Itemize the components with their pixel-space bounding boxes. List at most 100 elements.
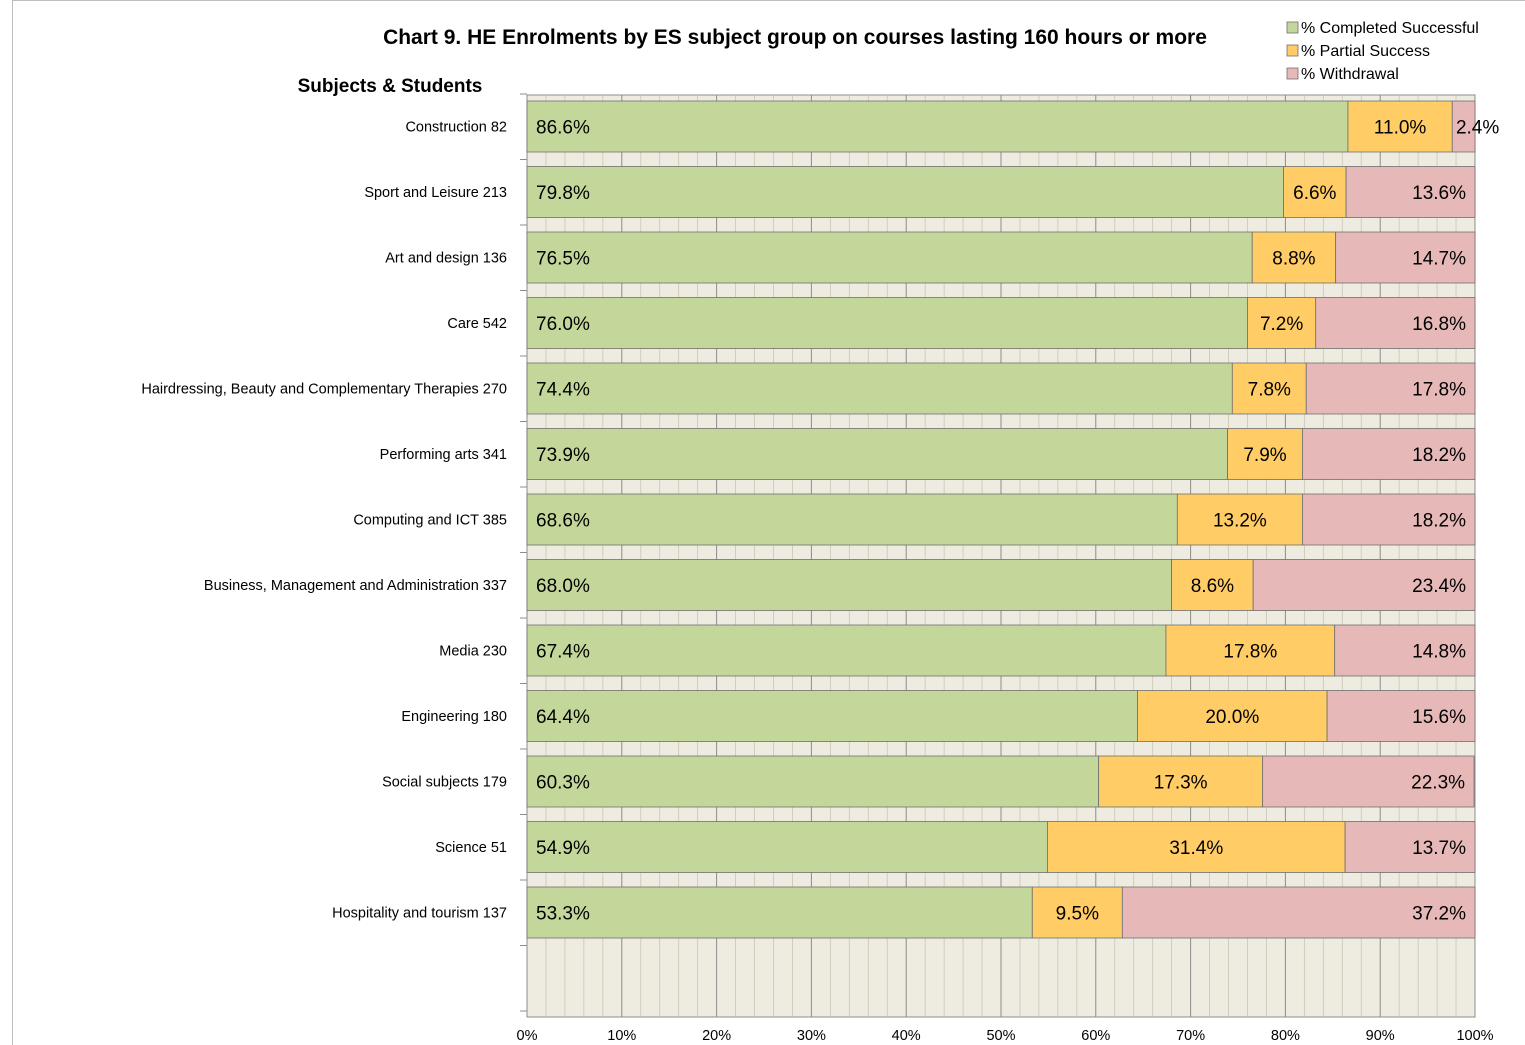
data-label: 68.0% bbox=[536, 576, 590, 597]
bar-segment bbox=[526, 821, 1048, 873]
data-label: 15.6% bbox=[1412, 707, 1466, 728]
bar-segment bbox=[1302, 493, 1476, 546]
data-label: 11.0% bbox=[1374, 118, 1427, 139]
bar-segment bbox=[1176, 493, 1303, 546]
data-label: 18.2% bbox=[1412, 445, 1466, 466]
data-label: 23.4% bbox=[1412, 576, 1466, 597]
y-axis-title: Subjects & Students bbox=[298, 76, 483, 97]
category-label: Business, Management and Administration … bbox=[204, 578, 507, 594]
data-label: 60.3% bbox=[536, 773, 590, 794]
bar-segment bbox=[526, 297, 1248, 349]
data-label: 76.0% bbox=[536, 314, 590, 335]
data-label: 18.2% bbox=[1412, 511, 1466, 532]
bar-segment bbox=[1252, 559, 1476, 611]
bar-segment bbox=[1347, 100, 1453, 153]
data-label: 9.5% bbox=[1056, 904, 1099, 925]
data-label: 31.4% bbox=[1169, 838, 1223, 859]
legend-label: % Partial Success bbox=[1301, 43, 1430, 60]
bar-segment bbox=[1227, 428, 1303, 480]
x-tick-label: 30% bbox=[797, 1028, 826, 1044]
bars bbox=[526, 100, 1476, 939]
category-label: Hospitality and tourism 137 bbox=[332, 906, 507, 922]
category-label: Sport and Leisure 213 bbox=[364, 185, 507, 201]
data-label: 17.3% bbox=[1154, 773, 1208, 794]
bar-segment bbox=[526, 231, 1253, 284]
data-label: 17.8% bbox=[1223, 642, 1277, 663]
bar-segment bbox=[1251, 231, 1337, 284]
category-labels: Construction 82 Sport and Leisure 213 Art … bbox=[141, 120, 507, 922]
data-label: 17.8% bbox=[1412, 380, 1466, 401]
x-tick-label: 20% bbox=[702, 1028, 731, 1044]
x-tick-label: 60% bbox=[1081, 1028, 1110, 1044]
data-label: 76.5% bbox=[536, 249, 590, 270]
x-tick-label: 70% bbox=[1176, 1028, 1205, 1044]
bar-segment bbox=[1171, 559, 1254, 611]
data-label: 16.8% bbox=[1412, 314, 1466, 335]
bar-segment bbox=[526, 166, 1284, 218]
x-tick-label: 90% bbox=[1366, 1028, 1395, 1044]
data-label: 14.8% bbox=[1412, 642, 1466, 663]
bar-segment bbox=[526, 493, 1178, 546]
data-label: 13.2% bbox=[1213, 511, 1267, 532]
bar-segment bbox=[526, 428, 1228, 480]
category-label: Performing arts 341 bbox=[380, 447, 507, 463]
data-label: 86.6% bbox=[536, 118, 590, 139]
bar-segment bbox=[526, 362, 1233, 415]
x-tick-label: 0% bbox=[517, 1028, 538, 1044]
bar-segment bbox=[1345, 166, 1476, 218]
bar-segment bbox=[1098, 755, 1264, 808]
data-label: 13.6% bbox=[1412, 183, 1466, 204]
bar-segment bbox=[1334, 624, 1476, 677]
legend: % Completed Successful % Partial Success%… bbox=[1286, 20, 1479, 83]
bar-segment bbox=[526, 755, 1100, 808]
bar-segment bbox=[1326, 690, 1476, 742]
data-label: 8.8% bbox=[1272, 249, 1315, 270]
category-label: Hairdressing, Beauty and Complementary T… bbox=[141, 382, 507, 398]
data-label: 22.3% bbox=[1411, 773, 1465, 794]
data-label: 37.2% bbox=[1412, 904, 1466, 925]
category-label: Art and design 136 bbox=[385, 251, 507, 267]
bar-segment bbox=[1121, 886, 1476, 939]
x-axis-ticks: 0% 10% 20% 30% 40% 50% 60% 70% 80% 90% 100% bbox=[517, 1028, 1494, 1044]
category-label: Science 51 bbox=[435, 840, 507, 856]
data-label: 74.4% bbox=[536, 380, 590, 401]
bar-segment bbox=[1283, 166, 1347, 218]
bar-segment bbox=[526, 624, 1167, 677]
legend-swatch bbox=[1286, 44, 1299, 57]
data-label: 7.8% bbox=[1248, 380, 1291, 401]
data-label: 6.6% bbox=[1293, 183, 1336, 204]
bar-segment bbox=[1247, 297, 1317, 349]
data-label: 20.0% bbox=[1205, 707, 1259, 728]
bar-segment bbox=[1315, 297, 1476, 349]
x-tick-label: 80% bbox=[1271, 1028, 1300, 1044]
category-label: Social subjects 179 bbox=[382, 775, 507, 791]
bar-segment bbox=[526, 559, 1173, 611]
chart-title: Chart 9. HE Enrolments by ES subject gro… bbox=[383, 26, 1207, 49]
legend-swatch bbox=[1286, 21, 1299, 34]
legend-label: % Withdrawal bbox=[1301, 66, 1399, 83]
bar-segment bbox=[1451, 100, 1476, 153]
data-label: 54.9% bbox=[536, 838, 590, 859]
legend-swatch bbox=[1286, 67, 1299, 80]
data-label: 8.6% bbox=[1191, 576, 1234, 597]
category-label: Computing and ICT 385 bbox=[353, 513, 507, 529]
data-label: 73.9% bbox=[536, 445, 590, 466]
data-label: 13.7% bbox=[1412, 838, 1466, 859]
bar-segment bbox=[1305, 362, 1476, 415]
data-label: 2.4% bbox=[1456, 118, 1499, 139]
bar-segment bbox=[1344, 821, 1476, 873]
x-tick-label: 100% bbox=[1456, 1028, 1493, 1044]
bar-segment bbox=[1302, 428, 1476, 480]
data-label: 7.2% bbox=[1260, 314, 1303, 335]
value-labels: 86.6% 11.0% 2.4% 79.8% 6.6% 13.6% 76.5% 8.8% 14.… bbox=[536, 118, 1499, 925]
data-label: 64.4% bbox=[536, 707, 590, 728]
x-tick-label: 50% bbox=[986, 1028, 1015, 1044]
category-label: Media 230 bbox=[439, 644, 507, 660]
data-label: 67.4% bbox=[536, 642, 590, 663]
category-label: Engineering 180 bbox=[401, 709, 507, 725]
bar-segment bbox=[1262, 755, 1475, 808]
bar-segment bbox=[1231, 362, 1307, 415]
x-tick-label: 40% bbox=[892, 1028, 921, 1044]
data-label: 14.7% bbox=[1412, 249, 1466, 270]
